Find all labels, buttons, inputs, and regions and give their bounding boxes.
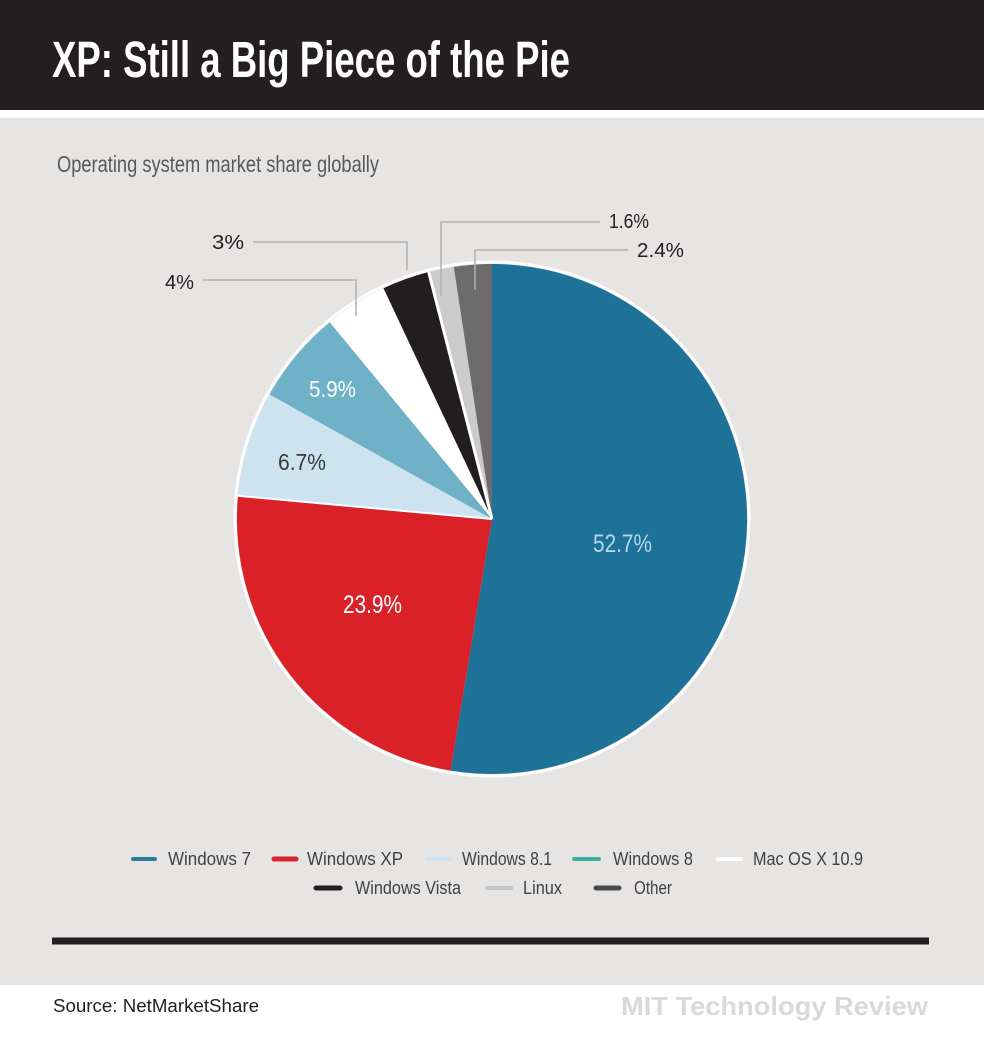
svg-text:Mac OS X 10.9: Mac OS X 10.9 bbox=[753, 849, 863, 869]
svg-text:5.9%: 5.9% bbox=[309, 376, 356, 402]
svg-text:Linux: Linux bbox=[523, 878, 562, 898]
svg-text:Operating system market share: Operating system market share globally bbox=[57, 151, 379, 177]
svg-text:XP: Still a Big Piece of the P: XP: Still a Big Piece of the Pie bbox=[52, 31, 570, 88]
svg-text:Windows 7: Windows 7 bbox=[168, 849, 251, 869]
svg-text:Source: NetMarketShare: Source: NetMarketShare bbox=[53, 996, 259, 1016]
svg-text:Other: Other bbox=[634, 878, 672, 898]
svg-text:Windows 8.1: Windows 8.1 bbox=[462, 849, 552, 869]
svg-text:Windows XP: Windows XP bbox=[307, 849, 403, 869]
svg-text:4%: 4% bbox=[165, 272, 194, 294]
svg-text:23.9%: 23.9% bbox=[343, 591, 402, 619]
svg-text:6.7%: 6.7% bbox=[278, 449, 326, 475]
svg-text:Windows Vista: Windows Vista bbox=[355, 878, 462, 898]
svg-text:MIT Technology Review: MIT Technology Review bbox=[621, 991, 929, 1021]
svg-text:1.6%: 1.6% bbox=[609, 211, 649, 233]
svg-text:2.4%: 2.4% bbox=[637, 240, 684, 262]
svg-text:52.7%: 52.7% bbox=[593, 530, 652, 558]
svg-text:3%: 3% bbox=[212, 232, 244, 254]
svg-text:Windows 8: Windows 8 bbox=[613, 849, 693, 869]
